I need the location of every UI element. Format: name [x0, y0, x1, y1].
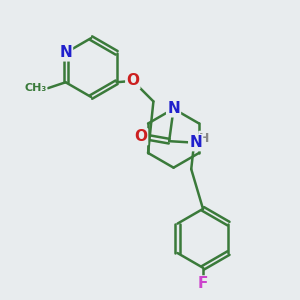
Text: O: O	[126, 73, 139, 88]
Text: H: H	[199, 132, 210, 145]
Text: N: N	[189, 135, 202, 150]
Text: N: N	[167, 101, 180, 116]
Text: F: F	[198, 277, 208, 292]
Text: CH₃: CH₃	[24, 83, 46, 93]
Text: N: N	[59, 45, 72, 60]
Text: O: O	[134, 129, 147, 144]
